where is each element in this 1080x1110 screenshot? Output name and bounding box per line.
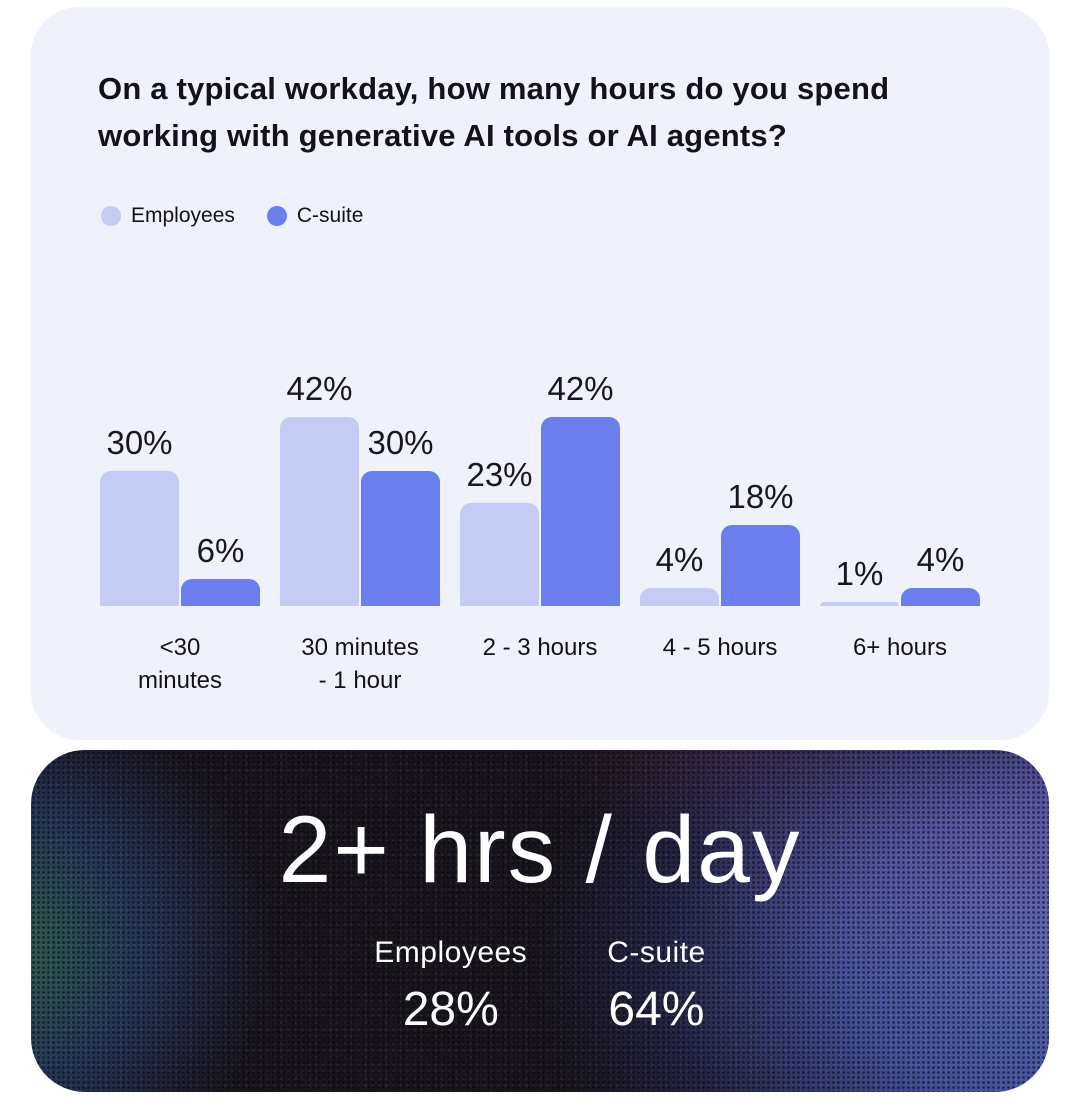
value-label: 4% [916, 541, 965, 578]
employees-dot-icon [101, 206, 121, 226]
category-group: 42% 30% 30 minutes - 1 hour [280, 370, 440, 697]
bar-c-suite: 18% [721, 478, 800, 606]
noise-texture [31, 750, 1049, 1092]
bar-pair: 23% 42% [460, 370, 620, 606]
chart-title: On a typical workday, how many hours do … [98, 71, 890, 153]
stat-label-employees: Employees [374, 936, 528, 969]
value-label: 42% [286, 370, 353, 407]
category-label: <30 minutes [137, 634, 223, 694]
value-label: 6% [196, 532, 245, 569]
summary-headline: 2+ hrs / day [278, 797, 802, 903]
bar-c-suite: 4% [901, 541, 980, 606]
category-label: 2 - 3 hours [482, 634, 598, 661]
legend-label-employees: Employees [131, 204, 235, 227]
stat-value-c-suite: 64% [608, 983, 705, 1036]
bar-pair: 4% 18% [640, 478, 800, 606]
chart-card: On a typical workday, how many hours do … [31, 7, 1049, 740]
category-label: 4 - 5 hours [662, 634, 778, 661]
bar-chart: 30% 6% <30 minutes 42% 30% 30 minutes - 1 hou… [100, 370, 980, 697]
value-label: 23% [466, 455, 533, 493]
bar-employees: 42% [280, 370, 359, 606]
bar-pair: 1% 4% [820, 541, 980, 606]
summary-card: 2+ hrs / day Employees 28% C-suite 64% [31, 750, 1049, 1092]
stat-label-c-suite: C-suite [607, 936, 706, 969]
category-group: 23% 42% 2 - 3 hours [460, 370, 620, 697]
legend-item-employees: Employees [101, 204, 235, 228]
stat-value-employees: 28% [402, 983, 499, 1036]
bar-pair: 30% 6% [100, 424, 260, 606]
bar-c-suite: 6% [181, 532, 260, 606]
bar-employees: 4% [640, 541, 719, 606]
category-label: 6+ hours [852, 634, 948, 661]
category-group: 4% 18% 4 - 5 hours [640, 478, 800, 697]
summary-content: 2+ hrs / day Employees 28% C-suite 64% [31, 750, 1049, 1092]
stat-employees: Employees 28% [374, 936, 527, 1037]
summary-stats: Employees 28% C-suite 64% [31, 936, 1049, 1037]
legend-item-c-suite: C-suite [266, 204, 364, 228]
category-label: 30 minutes - 1 hour [301, 634, 419, 694]
legend-label-c-suite: C-suite [296, 204, 364, 227]
c-suite-dot-icon [266, 206, 287, 226]
chart-legend: Employees C-suite [101, 204, 363, 228]
value-label: 4% [655, 541, 704, 578]
bar-employees: 1% [820, 555, 899, 606]
value-label: 30% [367, 424, 434, 461]
bar-employees: 30% [100, 424, 179, 606]
value-label: 1% [835, 554, 884, 592]
value-label: 42% [547, 370, 614, 407]
bar-c-suite: 42% [541, 370, 620, 606]
category-group: 30% 6% <30 minutes [100, 424, 260, 697]
stat-c-suite: C-suite 64% [607, 936, 706, 1037]
bar-employees: 23% [460, 456, 539, 606]
value-label: 30% [106, 424, 173, 461]
bar-pair: 42% 30% [280, 370, 440, 606]
bar-c-suite: 30% [361, 424, 440, 606]
category-group: 1% 4% 6+ hours [820, 541, 980, 697]
value-label: 18% [727, 478, 794, 515]
